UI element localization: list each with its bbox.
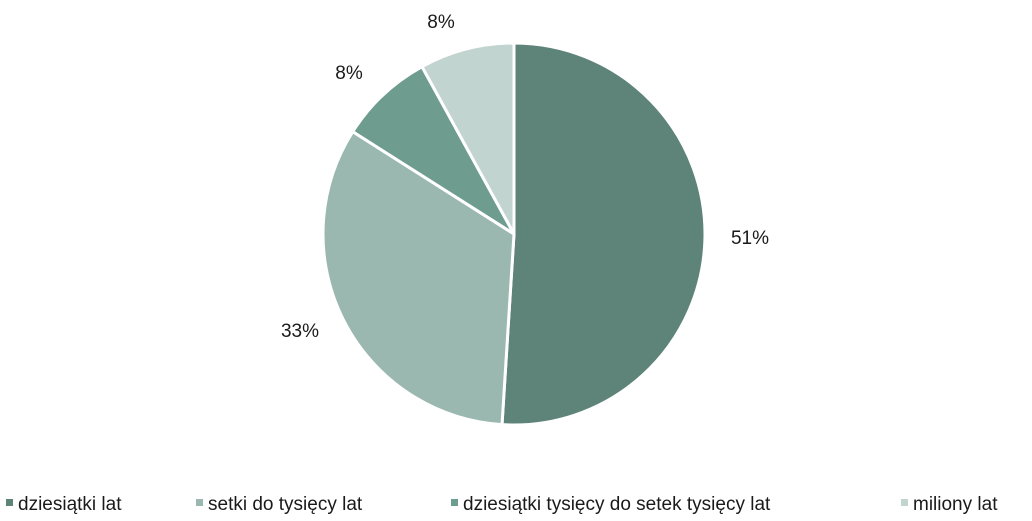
pie-value-labels: 51% 33% 8% 8% [281,12,769,342]
value-label-dziesiatki-lat: 51% [731,228,769,249]
legend-swatch [196,499,203,506]
legend-item-setki-do-tysiecy-lat: setki do tysięcy lat [196,494,363,515]
pie-slice-miliony-lat [420,41,516,236]
legend-swatch [6,499,13,506]
pie-slices [321,41,707,427]
legend-item-miliony-lat: miliony lat [901,494,998,515]
pie-slice-dziesiatki-lat [500,41,707,427]
legend-label: dziesiątki lat [18,494,122,515]
value-label-dziesiatki-tysiecy-do-setek-tysiecy-lat: 8% [335,63,363,84]
legend-label: dziesiątki tysięcy do setek tysięcy lat [463,494,771,515]
legend-label: miliony lat [913,494,998,515]
legend-swatch [901,499,908,506]
value-label-miliony-lat: 8% [427,12,455,33]
legend-label: setki do tysięcy lat [208,494,363,515]
legend-swatch [451,499,458,506]
legend-item-dziesiatki-tysiecy-do-setek-tysiecy-lat: dziesiątki tysięcy do setek tysięcy lat [451,494,771,515]
pie-slice-dziesiatki-tysiecy-do-setek-tysiecy-lat [351,65,516,236]
value-label-setki-do-tysiecy-lat: 33% [281,321,319,342]
legend-item-dziesiatki-lat: dziesiątki lat [6,494,122,515]
legend: dziesiątki lat setki do tysięcy lat dziesi… [6,494,998,515]
